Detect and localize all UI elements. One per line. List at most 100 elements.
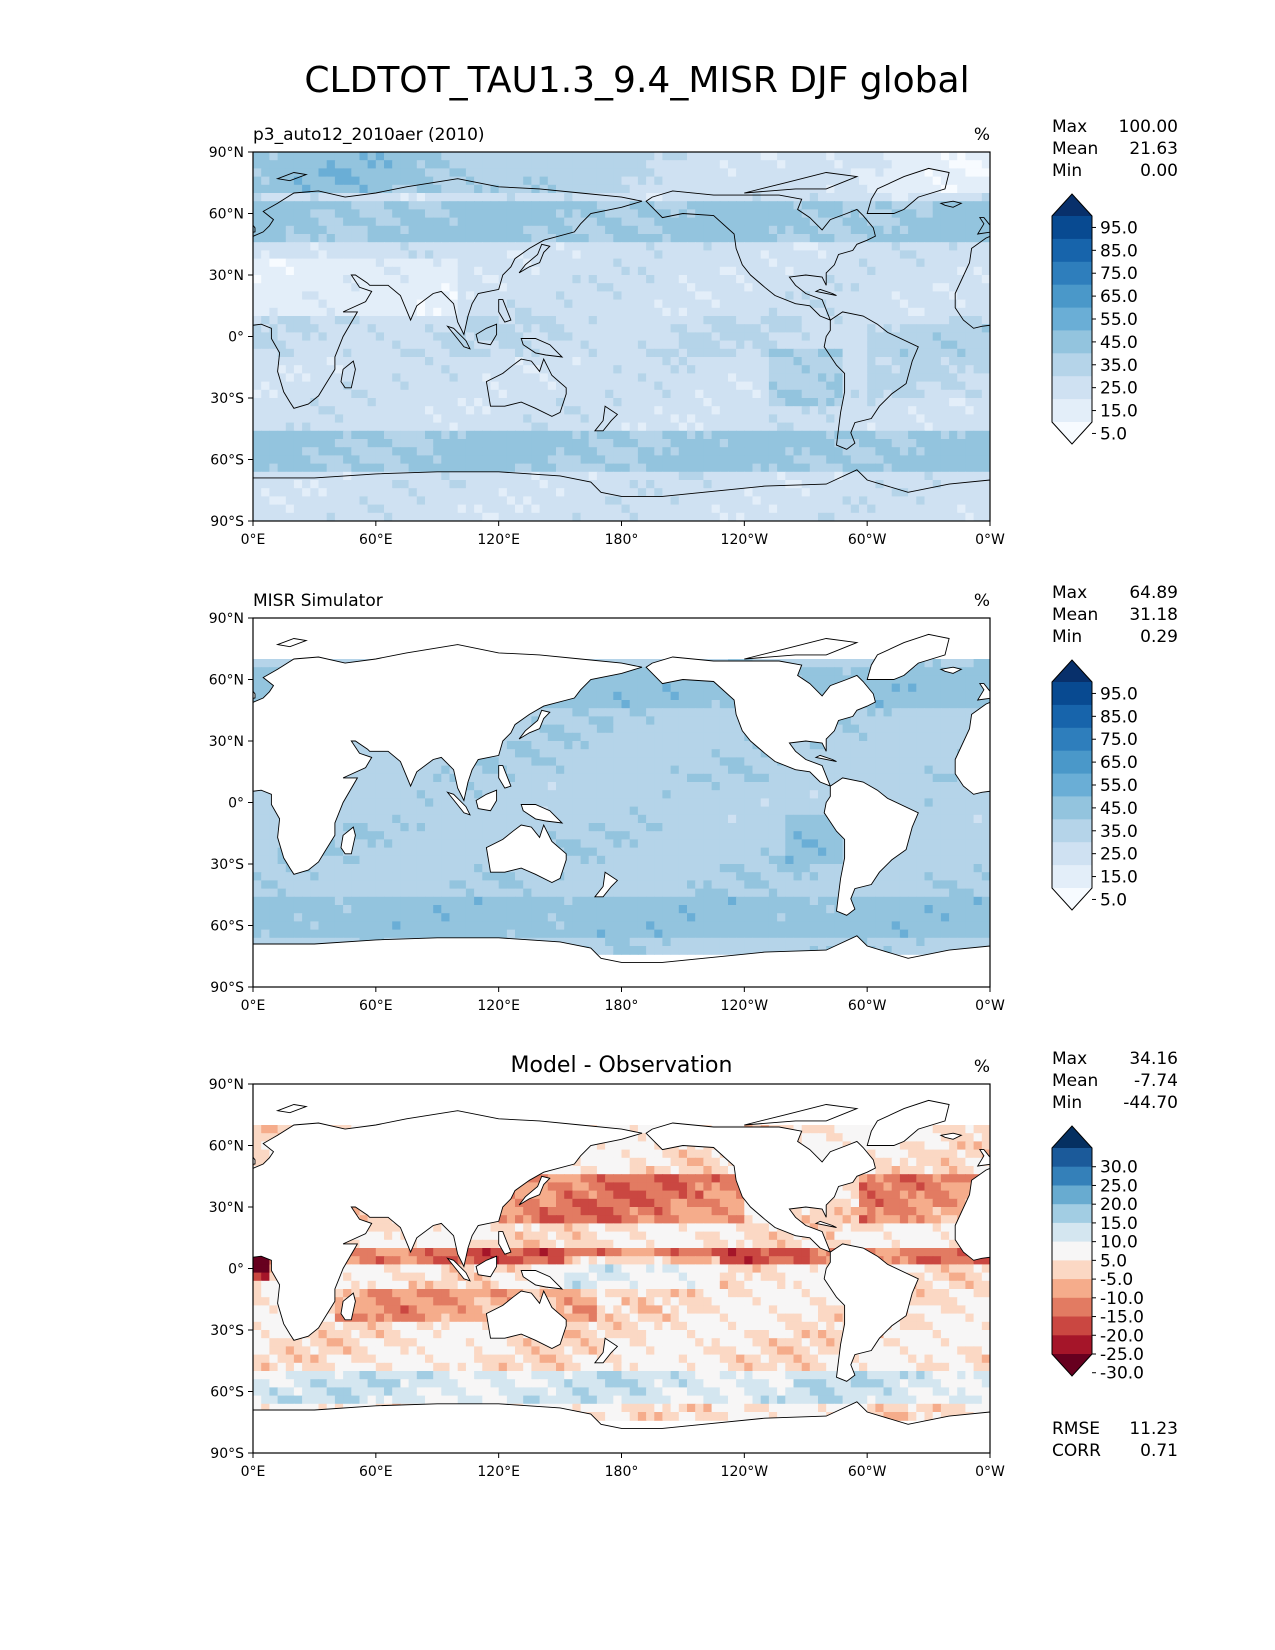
field-cell	[285, 512, 295, 521]
field-cell	[637, 439, 647, 448]
field-cell	[646, 373, 655, 383]
field-cell	[777, 447, 786, 456]
field-cell	[662, 504, 672, 514]
field-cell	[940, 447, 950, 456]
field-cell	[572, 716, 582, 726]
field-cell	[899, 316, 909, 325]
field-cell	[588, 324, 598, 333]
field-cell	[531, 463, 541, 473]
field-cell	[400, 471, 410, 481]
field-cell	[842, 283, 852, 292]
field-cell	[588, 234, 598, 243]
field-cell	[826, 659, 835, 668]
field-cell	[261, 389, 270, 399]
field-cell	[334, 414, 344, 424]
field-cell	[695, 708, 704, 717]
field-cell	[916, 471, 926, 481]
field-cell	[285, 283, 295, 292]
field-cell	[285, 291, 295, 301]
field-cell	[596, 291, 606, 301]
field-cell	[343, 439, 352, 448]
colorbar-label: 45.0	[1100, 333, 1138, 353]
field-cell	[744, 250, 754, 260]
field-cell	[924, 691, 934, 701]
field-cell	[891, 724, 901, 734]
field-cell	[793, 659, 803, 668]
field-cell	[408, 389, 418, 399]
field-cell	[908, 504, 917, 514]
field-cell	[736, 209, 745, 219]
field-cell	[957, 365, 966, 374]
field-cell	[572, 504, 582, 514]
field-cell	[957, 455, 966, 465]
field-cell	[474, 299, 483, 309]
field-cell	[695, 348, 704, 358]
field-cell	[908, 176, 917, 186]
field-cell	[867, 463, 876, 473]
field-cell	[744, 283, 754, 292]
field-cell	[924, 250, 934, 260]
field-cell	[474, 193, 483, 202]
field-cell	[850, 316, 860, 325]
field-cell	[744, 193, 754, 202]
field-cell	[785, 225, 795, 235]
field-cell	[588, 266, 598, 276]
field-cell	[883, 217, 893, 227]
field-cell	[744, 340, 754, 350]
field-cell	[449, 307, 459, 317]
field-cell	[678, 217, 688, 227]
field-cell	[760, 332, 770, 342]
field-cell	[834, 381, 844, 391]
field-cell	[654, 193, 664, 202]
field-cell	[736, 381, 745, 391]
field-cell	[367, 332, 377, 342]
field-cell	[605, 242, 614, 251]
field-cell	[605, 168, 614, 178]
field-cell	[621, 708, 631, 717]
field-cell	[253, 168, 262, 178]
field-cell	[269, 439, 279, 448]
field-cell	[629, 716, 639, 726]
field-cell	[932, 700, 942, 709]
field-cell	[687, 439, 696, 448]
field-cell	[564, 242, 573, 251]
field-cell	[539, 307, 549, 317]
field-cell	[253, 299, 262, 309]
field-cell	[818, 332, 827, 342]
field-cell	[285, 373, 295, 383]
field-cell	[760, 258, 770, 268]
field-cell	[375, 414, 385, 424]
field-cell	[261, 357, 270, 366]
field-cell	[949, 234, 958, 243]
field-cell	[482, 512, 492, 521]
field-cell	[351, 217, 361, 227]
field-cell	[400, 184, 410, 194]
field-cell	[768, 258, 778, 268]
field-cell	[662, 430, 672, 440]
field-cell	[662, 332, 672, 342]
field-cell	[916, 332, 926, 342]
field-cell	[859, 716, 868, 726]
field-cell	[531, 316, 541, 325]
field-cell	[465, 488, 475, 497]
field-cell	[785, 201, 795, 210]
field-cell	[359, 307, 369, 317]
field-cell	[506, 422, 516, 432]
x-tick-label: 60°W	[848, 532, 887, 548]
field-cell	[318, 168, 328, 178]
field-cell	[359, 275, 369, 284]
field-cell	[416, 430, 426, 440]
field-cell	[490, 299, 500, 309]
field-cell	[384, 217, 393, 227]
field-cell	[932, 716, 942, 726]
field-cell	[670, 496, 680, 506]
field-cell	[310, 258, 320, 268]
field-cell	[973, 398, 983, 407]
field-cell	[687, 398, 696, 407]
field-cell	[261, 480, 270, 489]
field-cell	[498, 406, 508, 415]
field-cell	[490, 283, 500, 292]
field-cell	[940, 299, 950, 309]
field-cell	[400, 217, 410, 227]
field-cell	[785, 275, 795, 284]
